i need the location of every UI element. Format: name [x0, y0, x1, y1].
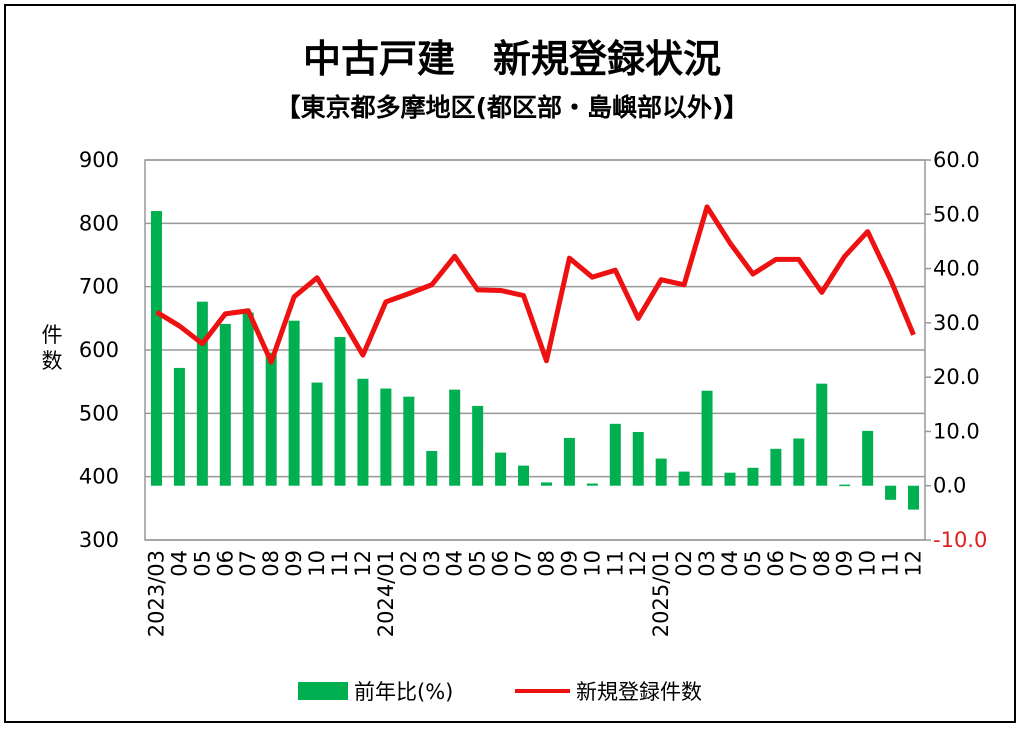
bar-05	[196, 301, 208, 486]
x-tick-label: 2024/01	[374, 550, 398, 637]
x-tick-label: 09	[833, 550, 857, 577]
right-tick-label: 20.0	[933, 365, 980, 389]
bar-04	[173, 367, 185, 486]
chart-frame	[4, 4, 1016, 723]
right-tick-label: 10.0	[933, 419, 980, 443]
x-tick-label: 11	[879, 550, 903, 577]
bar-02	[403, 396, 415, 486]
right-tick-label: 30.0	[933, 311, 980, 335]
bar-02	[678, 471, 690, 486]
right-tick-label: 40.0	[933, 257, 980, 281]
x-tick-label: 11	[328, 550, 352, 577]
x-tick-label: 10	[580, 550, 604, 577]
bar-03	[701, 390, 713, 486]
bar-11	[885, 485, 897, 500]
x-tick-label: 09	[557, 550, 581, 577]
bar-06	[495, 452, 507, 486]
bar-10	[311, 382, 323, 486]
right-tick-label: 50.0	[933, 202, 980, 226]
left-tick-label: 600	[79, 338, 119, 362]
legend-item-line: 新規登録件数	[515, 676, 702, 706]
x-tick-label: 04	[718, 550, 742, 577]
x-tick-label: 08	[534, 550, 558, 577]
bar-09	[563, 437, 575, 486]
bar-10	[862, 430, 874, 486]
bar-08	[540, 482, 552, 486]
chart-subtitle: 【東京都多摩地区(都区部・島嶼部以外)】	[275, 93, 749, 122]
bar-05	[472, 405, 484, 486]
bar-05	[747, 467, 759, 486]
legend-label-bar: 前年比(%)	[354, 680, 454, 704]
right-tick-label: 0.0	[933, 474, 966, 498]
x-tick-label: 06	[489, 550, 513, 577]
x-tick-label: 07	[236, 550, 260, 577]
bar-11	[334, 336, 346, 486]
x-tick-label: 05	[190, 550, 214, 577]
bar-09	[839, 484, 851, 487]
bar-06	[770, 448, 782, 486]
x-tick-label: 05	[466, 550, 490, 577]
x-tick-label: 06	[764, 550, 788, 577]
bar-08	[265, 352, 277, 486]
bar-12	[357, 378, 369, 486]
y-axis-label: 件数	[41, 323, 63, 373]
x-tick-label: 05	[741, 550, 765, 577]
bar-10	[586, 483, 598, 486]
x-tick-label: 11	[603, 550, 627, 577]
x-tick-label: 12	[902, 550, 926, 577]
x-tick-label: 04	[167, 550, 191, 577]
plot-area	[144, 159, 926, 541]
x-tick-label: 02	[397, 550, 421, 577]
left-tick-label: 300	[79, 528, 119, 552]
legend-swatch-line	[515, 689, 570, 693]
bar-12	[908, 485, 920, 510]
legend-item-bar: 前年比(%)	[298, 676, 453, 706]
bar-2023/03	[150, 211, 162, 486]
bar-11	[609, 423, 621, 486]
x-tick-label: 08	[259, 550, 283, 577]
bar-07	[242, 312, 254, 486]
legend-swatch-bar	[298, 682, 348, 700]
bar-03	[426, 450, 438, 486]
bar-07	[793, 438, 805, 486]
bar-04	[724, 472, 736, 486]
right-tick-label: -10.0	[933, 528, 987, 552]
left-tick-label: 900	[79, 148, 119, 172]
line-series	[155, 204, 916, 365]
x-tick-label: 10	[305, 550, 329, 577]
legend-label-line: 新規登録件数	[576, 680, 702, 704]
x-tick-label: 06	[213, 550, 237, 577]
x-tick-label: 03	[695, 550, 719, 577]
x-tick-label: 2025/01	[649, 550, 673, 637]
bar-06	[219, 323, 231, 486]
bar-04	[449, 389, 461, 486]
bar-07	[518, 465, 530, 486]
left-tick-label: 700	[79, 275, 119, 299]
chart-title: 中古戸建 新規登録状況	[302, 37, 721, 81]
left-tick-label: 500	[79, 401, 119, 425]
x-tick-label: 07	[512, 550, 536, 577]
x-tick-label: 04	[443, 550, 467, 577]
bar-2024/01	[380, 388, 392, 486]
left-tick-label: 800	[79, 211, 119, 235]
x-tick-label: 12	[626, 550, 650, 577]
x-tick-label: 08	[810, 550, 834, 577]
x-tick-label: 2023/03	[144, 550, 168, 637]
right-tick-label: 60.0	[933, 148, 980, 172]
bar-08	[816, 383, 828, 486]
x-tick-label: 10	[856, 550, 880, 577]
x-tick-label: 12	[351, 550, 375, 577]
left-tick-label: 400	[79, 465, 119, 489]
x-tick-label: 09	[282, 550, 306, 577]
bar-2025/01	[655, 458, 667, 486]
bar-12	[632, 431, 644, 486]
x-tick-label: 07	[787, 550, 811, 577]
x-tick-label: 02	[672, 550, 696, 577]
x-tick-label: 03	[420, 550, 444, 577]
bar-09	[288, 320, 300, 486]
